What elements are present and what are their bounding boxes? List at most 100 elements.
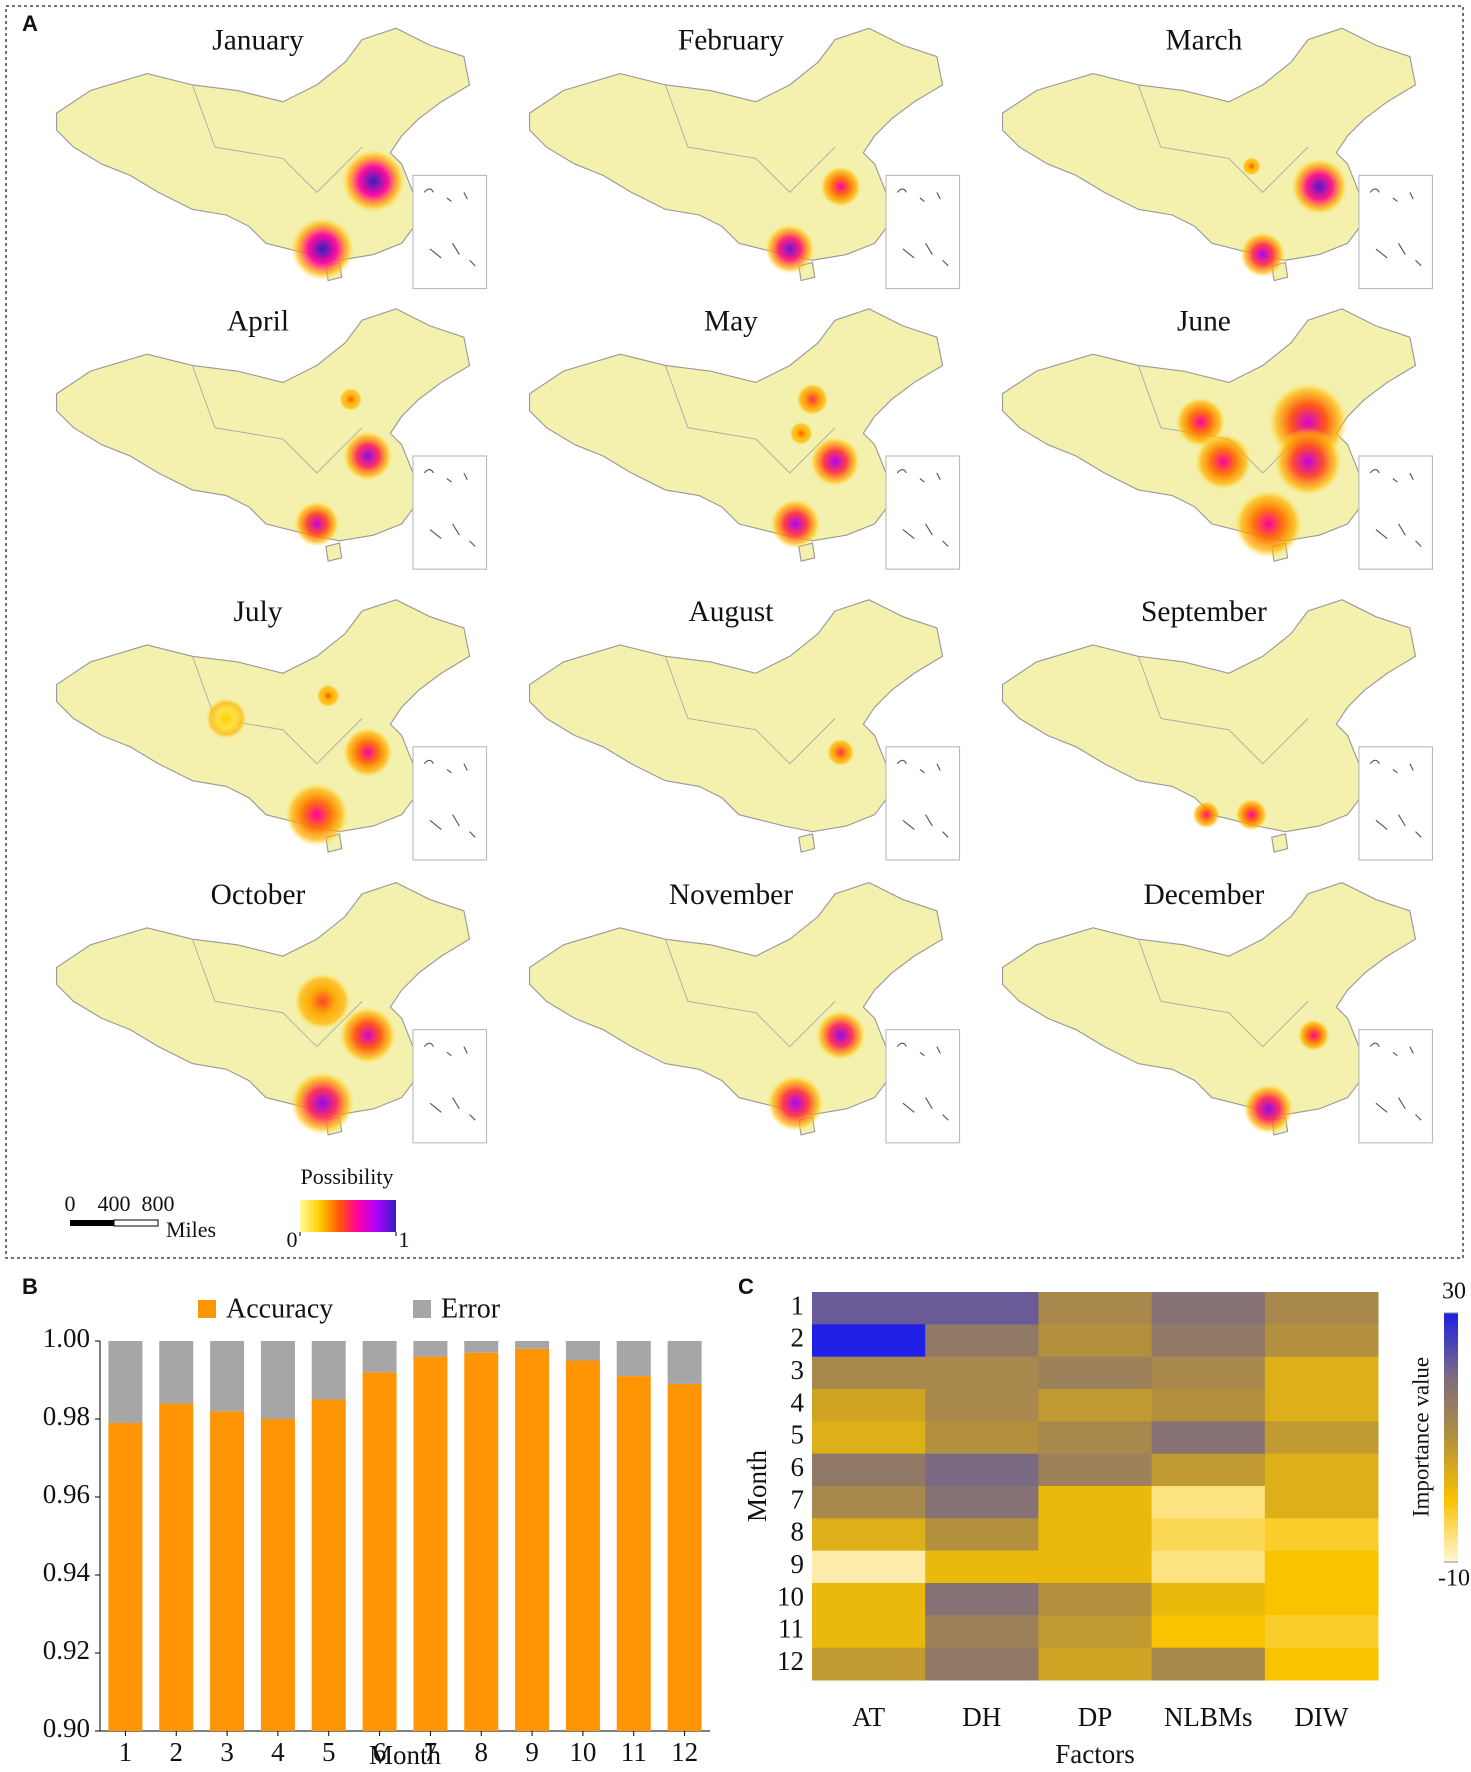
china-outline bbox=[528, 308, 944, 542]
heatmap-cell bbox=[812, 1583, 926, 1616]
inset-box bbox=[412, 455, 488, 570]
province-border bbox=[1137, 938, 1309, 1048]
scale-bar bbox=[113, 1219, 159, 1227]
map-title: September bbox=[1141, 596, 1267, 628]
province-border bbox=[664, 84, 836, 193]
hotspot bbox=[1175, 397, 1226, 447]
bar-segment bbox=[210, 1341, 245, 1412]
heatmap-cell bbox=[1151, 1583, 1266, 1616]
legend-label: Error bbox=[441, 1293, 501, 1324]
inset-box bbox=[1358, 1029, 1434, 1144]
heatmap-cell bbox=[1038, 1518, 1153, 1552]
x-tick-label: 1 bbox=[119, 1737, 133, 1767]
hotspot bbox=[1243, 1083, 1294, 1134]
bar-segment bbox=[413, 1356, 448, 1731]
hotspot bbox=[1242, 157, 1261, 176]
bar-segment bbox=[413, 1341, 448, 1357]
heatmap-cell bbox=[925, 1389, 1039, 1422]
bar-segment bbox=[616, 1376, 651, 1731]
scale-unit: Miles bbox=[166, 1217, 216, 1242]
heatmap-cell bbox=[925, 1583, 1039, 1616]
map-title: November bbox=[669, 879, 793, 911]
legend-tick-label: 1 bbox=[399, 1227, 410, 1252]
heatmap-cell bbox=[812, 1356, 926, 1390]
y-tick-label: 12 bbox=[777, 1646, 804, 1676]
bar-segment bbox=[515, 1348, 550, 1731]
heatmap-cell bbox=[812, 1324, 926, 1358]
scale-label: 400 bbox=[98, 1191, 131, 1216]
inset-islands bbox=[1369, 759, 1422, 838]
hotspot bbox=[339, 1007, 397, 1064]
hotspot bbox=[205, 698, 247, 739]
heatmap-cell bbox=[1264, 1356, 1379, 1390]
hotspot bbox=[294, 973, 351, 1030]
inset-islands bbox=[1369, 469, 1422, 547]
legend-swatch bbox=[198, 1300, 216, 1318]
panel-frame bbox=[5, 5, 1464, 1259]
heatmap-cell bbox=[812, 1389, 926, 1422]
heatmap-cell bbox=[925, 1486, 1039, 1519]
map: September bbox=[1001, 596, 1434, 861]
china-outline bbox=[56, 308, 471, 542]
y-tick-label: 10 bbox=[777, 1581, 804, 1611]
inset-islands bbox=[896, 469, 949, 547]
heatmap-cell bbox=[1151, 1615, 1266, 1649]
heatmap-cell bbox=[812, 1453, 926, 1487]
china-outline bbox=[528, 599, 944, 833]
island bbox=[325, 542, 343, 562]
heatmap-cell bbox=[1038, 1389, 1153, 1422]
hotspot bbox=[1235, 798, 1268, 831]
province-border bbox=[664, 656, 836, 765]
province-border bbox=[191, 656, 363, 765]
heatmap-cell bbox=[1038, 1583, 1153, 1616]
province-border bbox=[191, 938, 363, 1048]
heatmap-cell bbox=[925, 1550, 1039, 1584]
x-tick-label: 7 bbox=[424, 1737, 438, 1767]
panel-label: C bbox=[738, 1274, 754, 1299]
heatmap-cell bbox=[1151, 1550, 1266, 1584]
inset-box bbox=[885, 746, 961, 861]
heatmap-cell bbox=[925, 1421, 1039, 1455]
heatmap-cell bbox=[1151, 1389, 1266, 1422]
bar-segment bbox=[311, 1341, 346, 1400]
hotspot bbox=[1234, 489, 1303, 558]
map-title: February bbox=[678, 25, 784, 57]
x-tick-label: 12 bbox=[671, 1737, 698, 1767]
map: November bbox=[528, 879, 961, 1144]
hotspot bbox=[789, 422, 813, 445]
heatmap-cell bbox=[1264, 1583, 1379, 1616]
heatmap-cell bbox=[1038, 1421, 1153, 1455]
hotspot bbox=[827, 738, 855, 767]
y-tick-label: 8 bbox=[791, 1517, 805, 1547]
bar-segment bbox=[667, 1341, 702, 1384]
map-title: October bbox=[211, 879, 306, 911]
china-outline bbox=[56, 881, 471, 1116]
y-tick-label: 0.90 bbox=[43, 1713, 90, 1743]
heatmap-cell bbox=[1151, 1421, 1266, 1455]
hotspot bbox=[342, 431, 393, 481]
island bbox=[798, 833, 816, 853]
hotspot bbox=[316, 684, 340, 708]
inset-islands bbox=[423, 188, 476, 267]
y-tick-label: 5 bbox=[791, 1420, 805, 1450]
hotspot bbox=[1297, 1019, 1330, 1052]
map: March bbox=[1001, 25, 1434, 290]
heatmap-cell bbox=[1264, 1486, 1379, 1519]
hotspot bbox=[820, 166, 862, 208]
map-title: June bbox=[1177, 305, 1231, 337]
china-outline bbox=[528, 27, 944, 261]
heatmap-cell bbox=[1151, 1518, 1266, 1552]
bar-segment bbox=[159, 1341, 194, 1404]
heatmap-cell bbox=[1151, 1356, 1266, 1390]
heatmap-cell bbox=[1264, 1389, 1379, 1422]
x-tick-label: 3 bbox=[220, 1737, 234, 1767]
bar-segment bbox=[260, 1341, 295, 1419]
heatmap-cell bbox=[1151, 1324, 1266, 1358]
map-title: March bbox=[1166, 25, 1243, 57]
hotspot bbox=[815, 1010, 866, 1061]
panel-label: B bbox=[22, 1274, 38, 1299]
map: August bbox=[528, 596, 961, 861]
heatmap-cell bbox=[812, 1486, 926, 1519]
heatmap-cell bbox=[812, 1615, 926, 1649]
